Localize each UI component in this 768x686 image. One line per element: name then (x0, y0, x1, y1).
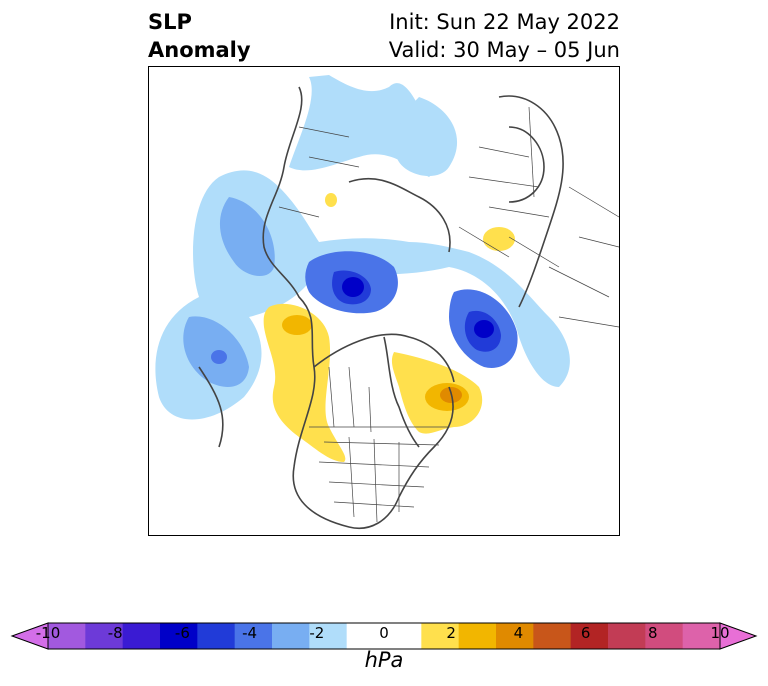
colorbar-cell (384, 623, 422, 649)
title-field: Anomaly (148, 38, 251, 62)
coastlines (198, 86, 564, 529)
colorbar-unit-label: hPa (364, 648, 404, 672)
colorbar-cell (309, 623, 348, 649)
colorbar-cell (272, 623, 310, 649)
negative-anomaly-fields (155, 75, 570, 420)
colorbar-tick-label: 4 (513, 624, 524, 642)
colorbar-tick-label: -8 (107, 624, 123, 642)
colorbar-tick-label: -10 (35, 624, 61, 642)
colorbar-cell (533, 623, 572, 649)
title-variable: SLP (148, 10, 192, 34)
anomaly-central-arctic (325, 193, 337, 207)
colorbar-cells (48, 623, 721, 649)
colorbar-tick-label: 2 (446, 624, 456, 642)
colorbar-outline (47, 622, 721, 650)
map-panel (148, 66, 620, 536)
init-date: Init: Sun 22 May 2022 (389, 10, 620, 34)
colorbar-ticks: -10 -8 -6 -4 -2 0 2 4 6 8 10 (0, 624, 768, 644)
colorbar-cell (458, 623, 497, 649)
colorbar-cell (85, 623, 124, 649)
anomaly-bering-core (211, 350, 227, 364)
anomaly-pacific-mid (219, 197, 275, 277)
colorbar-cell (48, 623, 86, 649)
anomaly-siberia (483, 227, 515, 251)
colorbar-cell (421, 623, 460, 649)
colorbar-cell (346, 623, 385, 649)
colorbar-cell (122, 623, 161, 649)
colorbar-cell (197, 623, 236, 649)
colorbar (10, 622, 758, 650)
colorbar-cell (160, 623, 198, 649)
colorbar-cell (682, 623, 721, 649)
anomaly-canada-west (263, 303, 346, 462)
anomaly-europe-outer (395, 97, 458, 177)
colorbar-tick-label: 8 (648, 624, 658, 642)
colorbar-tick-label: -6 (174, 624, 190, 642)
anomaly-barents-peak (474, 320, 494, 338)
colorbar-cell (496, 623, 534, 649)
chart-title: SLP Anomaly (148, 8, 251, 64)
colorbar-tick-label: 10 (710, 624, 730, 642)
valid-dates: Valid: 30 May – 05 Jun (388, 38, 620, 62)
colorbar-cell (570, 623, 609, 649)
map-svg (155, 75, 619, 529)
colorbar-tick-label: 6 (580, 624, 591, 642)
colorbar-cell (608, 623, 646, 649)
colorbar-cell (645, 623, 684, 649)
political-borders (278, 106, 619, 523)
colorbar-tick-label: 0 (379, 624, 389, 642)
positive-anomaly-fields (263, 193, 515, 462)
date-info: Init: Sun 22 May 2022 Valid: 30 May – 05… (389, 8, 620, 64)
colorbar-tick-label: -4 (242, 624, 258, 642)
colorbar-tick-label: -2 (309, 624, 325, 642)
colorbar-cell (234, 623, 273, 649)
anomaly-canada-west-core (282, 315, 312, 335)
anomaly-arctic-peak (342, 277, 364, 297)
